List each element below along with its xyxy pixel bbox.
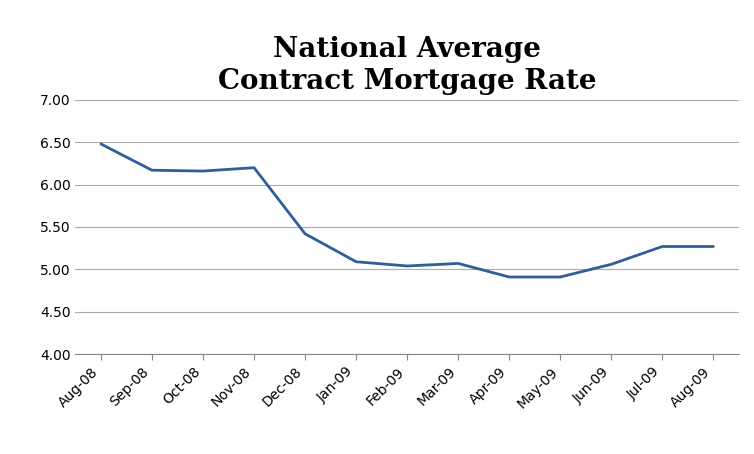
Text: National Average
Contract Mortgage Rate: National Average Contract Mortgage Rate	[218, 36, 596, 94]
